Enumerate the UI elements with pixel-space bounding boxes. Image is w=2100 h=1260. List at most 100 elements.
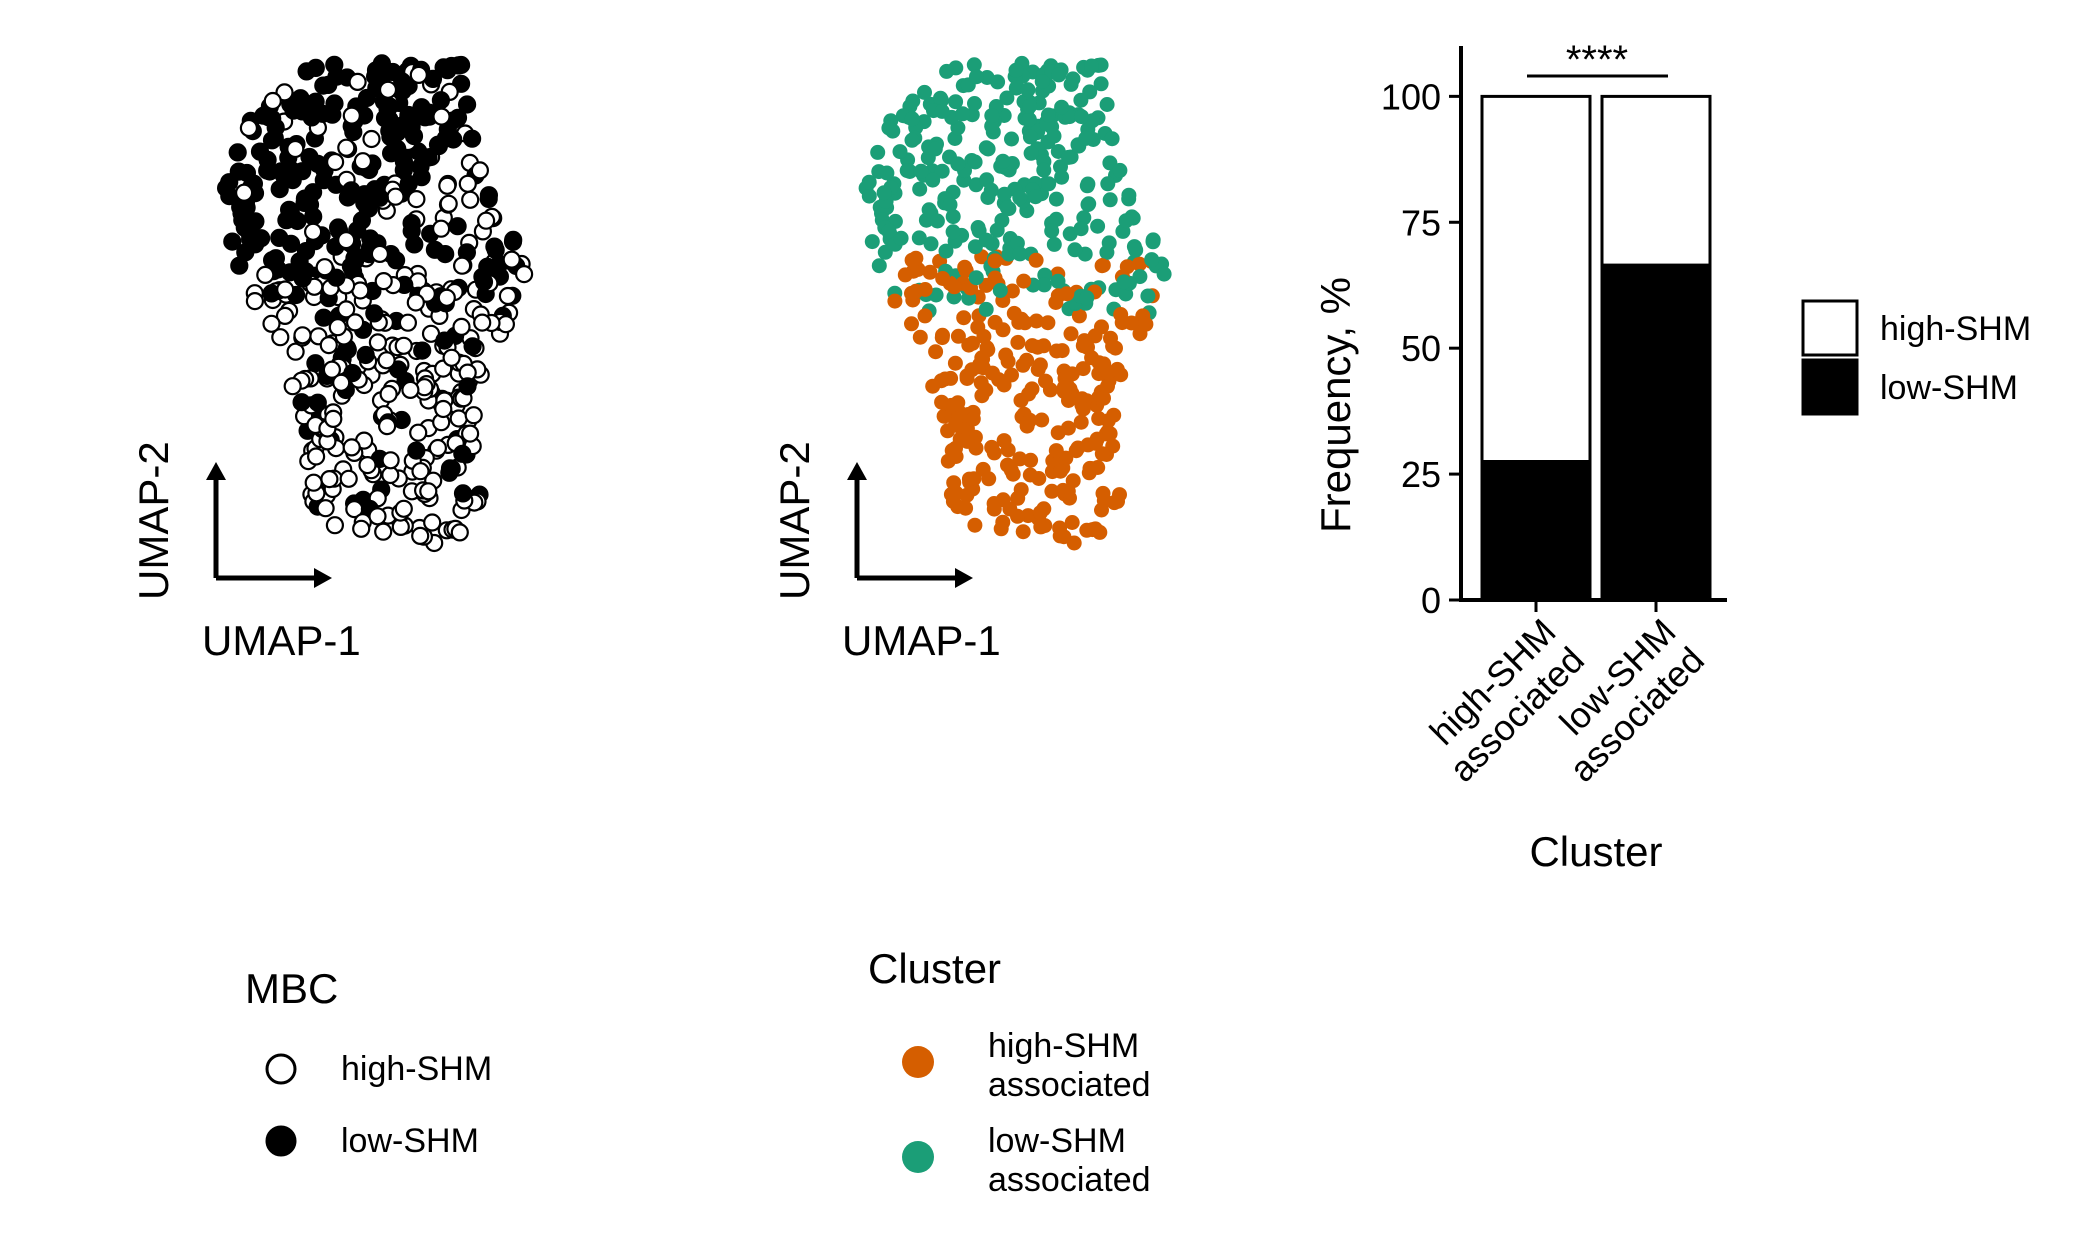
umap-point <box>1022 129 1038 145</box>
umap-point <box>1048 191 1064 207</box>
umap-point <box>474 272 494 291</box>
cluster-legend-key-high-shm <box>902 1046 934 1078</box>
umap-point <box>394 499 413 518</box>
umap-point <box>1022 98 1038 114</box>
umap-point <box>374 272 393 291</box>
umap-point <box>245 292 264 311</box>
umap-cluster-panel: UMAP-1 UMAP-2 Cluster high-SHM associate… <box>771 55 1172 1199</box>
umap-point <box>961 337 977 353</box>
umap-point <box>223 232 242 251</box>
umap-point <box>1106 407 1122 423</box>
umap-point <box>1019 352 1035 368</box>
umap-point <box>270 228 289 247</box>
umap-point <box>1091 411 1107 426</box>
umap-point <box>1100 176 1116 192</box>
umap-point <box>1116 274 1132 290</box>
umap-point <box>989 222 1005 238</box>
umap-point <box>1099 97 1115 112</box>
umap-point <box>1071 308 1087 324</box>
umap-point <box>881 120 897 136</box>
umap-point <box>1067 242 1083 258</box>
umap-point <box>293 326 312 345</box>
y-tick-label: 0 <box>1421 580 1441 621</box>
umap-point <box>346 313 365 332</box>
bar-segment <box>1480 94 1592 464</box>
umap-point <box>398 313 417 332</box>
umap-point <box>934 394 950 410</box>
mbc-legend-label-high-shm: high-SHM <box>341 1050 492 1088</box>
umap-point <box>337 231 356 250</box>
umap-point <box>921 202 937 218</box>
umap-point <box>1054 343 1070 359</box>
umap-point <box>358 198 377 217</box>
umap-point <box>1074 109 1089 125</box>
umap-point <box>381 451 400 470</box>
umap-point <box>453 256 472 275</box>
umap-point <box>946 279 962 295</box>
cluster-legend-label-low-shm-l1: low-SHM <box>988 1122 1126 1160</box>
umap-point <box>438 176 457 195</box>
umap-point <box>228 143 247 162</box>
umap-point <box>984 118 1000 134</box>
umap-point <box>925 378 941 394</box>
umap-point <box>1100 365 1116 381</box>
umap-point <box>956 310 972 326</box>
umap-point <box>1040 107 1056 123</box>
bar-segment <box>1600 263 1712 602</box>
umap-point <box>362 129 381 149</box>
umap-point <box>887 293 903 309</box>
umap-point <box>463 337 482 356</box>
umap-point <box>300 195 320 214</box>
umap-point <box>402 221 421 241</box>
umap-point <box>1034 74 1050 89</box>
umap-point <box>917 308 933 324</box>
umap-point <box>368 507 387 526</box>
umap-point <box>353 152 372 171</box>
umap-point <box>1052 528 1068 544</box>
umap-point <box>428 438 447 458</box>
umap-point <box>315 258 334 277</box>
frequency-legend-label-low-shm: low-SHM <box>1880 369 2018 407</box>
umap-point <box>929 213 945 229</box>
umap-point <box>304 473 323 492</box>
umap-point <box>1084 461 1100 477</box>
umap-point <box>348 221 367 240</box>
umap-point <box>239 221 259 241</box>
umap-point <box>1008 62 1024 78</box>
umap-point <box>1114 315 1130 331</box>
umap-point <box>297 62 316 81</box>
umap-point <box>419 482 438 501</box>
umap-point <box>477 211 496 230</box>
umap-point <box>401 380 420 399</box>
umap-point <box>293 102 312 121</box>
umap-point <box>917 282 933 297</box>
umap-point <box>1093 76 1109 92</box>
umap-point <box>908 250 924 266</box>
umap-point <box>356 345 375 365</box>
umap-point <box>1028 313 1044 329</box>
umap-point <box>990 74 1006 90</box>
umap-point <box>947 355 963 371</box>
umap-point <box>981 471 997 487</box>
frequency-x-label: Cluster <box>1529 828 1662 875</box>
umap-point <box>1065 71 1081 87</box>
umap-point <box>393 72 412 91</box>
umap-point <box>967 239 983 255</box>
umap-y-arrowhead <box>847 462 867 480</box>
umap-point <box>904 316 919 332</box>
umap-point <box>322 360 341 379</box>
umap-point <box>999 200 1015 216</box>
umap-point <box>1010 508 1025 524</box>
umap-mbc-points <box>217 54 534 553</box>
umap-point <box>1022 467 1038 483</box>
umap-point <box>1078 130 1094 146</box>
umap-point <box>1054 169 1070 185</box>
umap-point <box>1112 162 1128 178</box>
umap-point <box>1073 221 1089 237</box>
umap-point <box>1100 378 1115 394</box>
umap-point <box>342 106 361 125</box>
umap-point <box>1036 162 1052 178</box>
umap-point <box>1033 519 1049 535</box>
umap-point <box>959 433 975 449</box>
umap-point <box>948 417 963 433</box>
